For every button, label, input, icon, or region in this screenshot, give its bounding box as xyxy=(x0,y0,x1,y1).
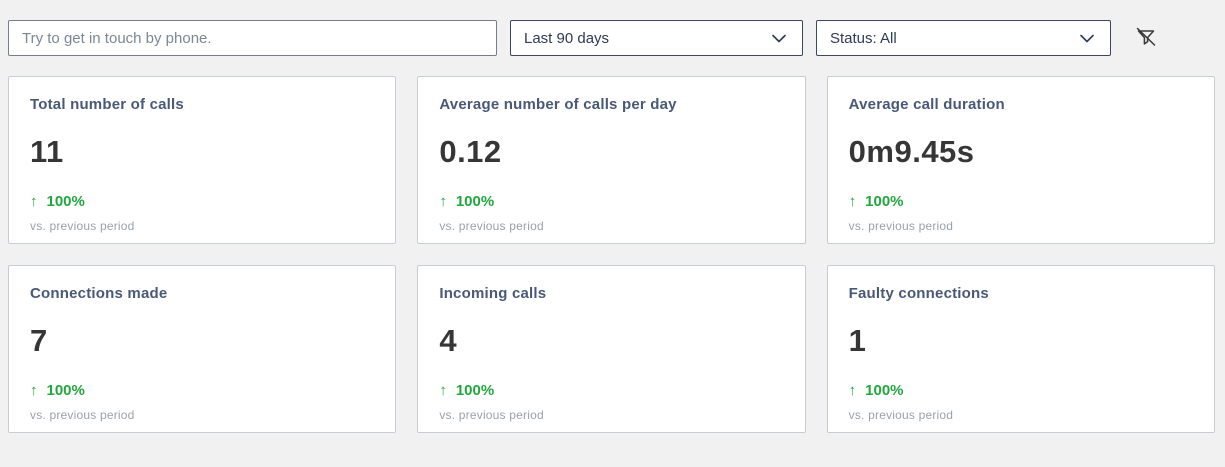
trend-change: 100% xyxy=(865,193,904,210)
stat-card-avg-call-duration: Average call duration 0m9.45s ↑ 100% vs.… xyxy=(826,76,1215,244)
card-title: Average call duration xyxy=(848,96,1005,113)
stat-card-connections-made: Connections made 7 ↑ 100% vs. previous p… xyxy=(8,265,397,433)
card-value: 7 xyxy=(30,323,48,358)
card-compare-label: vs. previous period xyxy=(439,408,544,422)
filters-toolbar: Last 90 days Status: All xyxy=(8,20,1215,56)
trend-up-arrow-icon: ↑ xyxy=(439,193,447,210)
card-title: Total number of calls xyxy=(30,96,184,113)
date-range-dropdown[interactable]: Last 90 days xyxy=(510,20,803,56)
status-dropdown[interactable]: Status: All xyxy=(816,20,1111,56)
card-trend: ↑ 100% xyxy=(849,382,1194,399)
trend-up-arrow-icon: ↑ xyxy=(848,193,857,210)
trend-up-arrow-icon: ↑ xyxy=(30,193,38,210)
status-value: Status: All xyxy=(830,29,897,47)
trend-change: 100% xyxy=(46,193,85,210)
card-trend: ↑ 100% xyxy=(439,382,784,399)
card-value: 1 xyxy=(848,323,867,358)
card-compare-label: vs. previous period xyxy=(30,408,135,422)
card-compare-label: vs. previous period xyxy=(30,219,135,233)
stat-card-avg-calls-per-day: Average number of calls per day 0.12 ↑ 1… xyxy=(417,76,806,244)
trend-change: 100% xyxy=(865,382,904,399)
card-title: Incoming calls xyxy=(439,285,547,302)
card-title: Average number of calls per day xyxy=(439,96,677,113)
stat-card-total-calls: Total number of calls 11 ↑ 100% vs. prev… xyxy=(8,76,397,244)
card-compare-label: vs. previous period xyxy=(439,219,544,233)
trend-up-arrow-icon: ↑ xyxy=(848,382,857,399)
stat-card-incoming-calls: Incoming calls 4 ↑ 100% vs. previous per… xyxy=(417,265,806,433)
card-compare-label: vs. previous period xyxy=(848,408,954,422)
chevron-down-icon xyxy=(1080,34,1094,43)
card-title: Faulty connections xyxy=(848,285,989,302)
card-trend: ↑ 100% xyxy=(30,382,375,399)
trend-change: 100% xyxy=(455,193,495,210)
card-trend: ↑ 100% xyxy=(439,193,784,210)
trend-up-arrow-icon: ↑ xyxy=(439,382,447,399)
card-title: Connections made xyxy=(30,285,168,302)
stats-card-grid: Total number of calls 11 ↑ 100% vs. prev… xyxy=(8,76,1215,433)
date-range-value: Last 90 days xyxy=(524,29,610,47)
trend-change: 100% xyxy=(455,382,495,399)
trend-up-arrow-icon: ↑ xyxy=(30,382,38,399)
card-trend: ↑ 100% xyxy=(30,193,375,210)
search-input[interactable] xyxy=(8,20,497,56)
card-compare-label: vs. previous period xyxy=(848,219,954,233)
trend-change: 100% xyxy=(46,382,85,399)
card-trend: ↑ 100% xyxy=(849,193,1194,210)
clear-filters-button[interactable] xyxy=(1129,21,1163,55)
card-value: 0m9.45s xyxy=(848,134,975,169)
card-value: 4 xyxy=(439,323,458,358)
filter-off-icon xyxy=(1134,25,1158,52)
card-value: 0.12 xyxy=(439,134,502,169)
chevron-down-icon xyxy=(772,34,786,43)
stat-card-faulty-connections: Faulty connections 1 ↑ 100% vs. previous… xyxy=(826,265,1215,433)
card-value: 11 xyxy=(30,134,64,169)
